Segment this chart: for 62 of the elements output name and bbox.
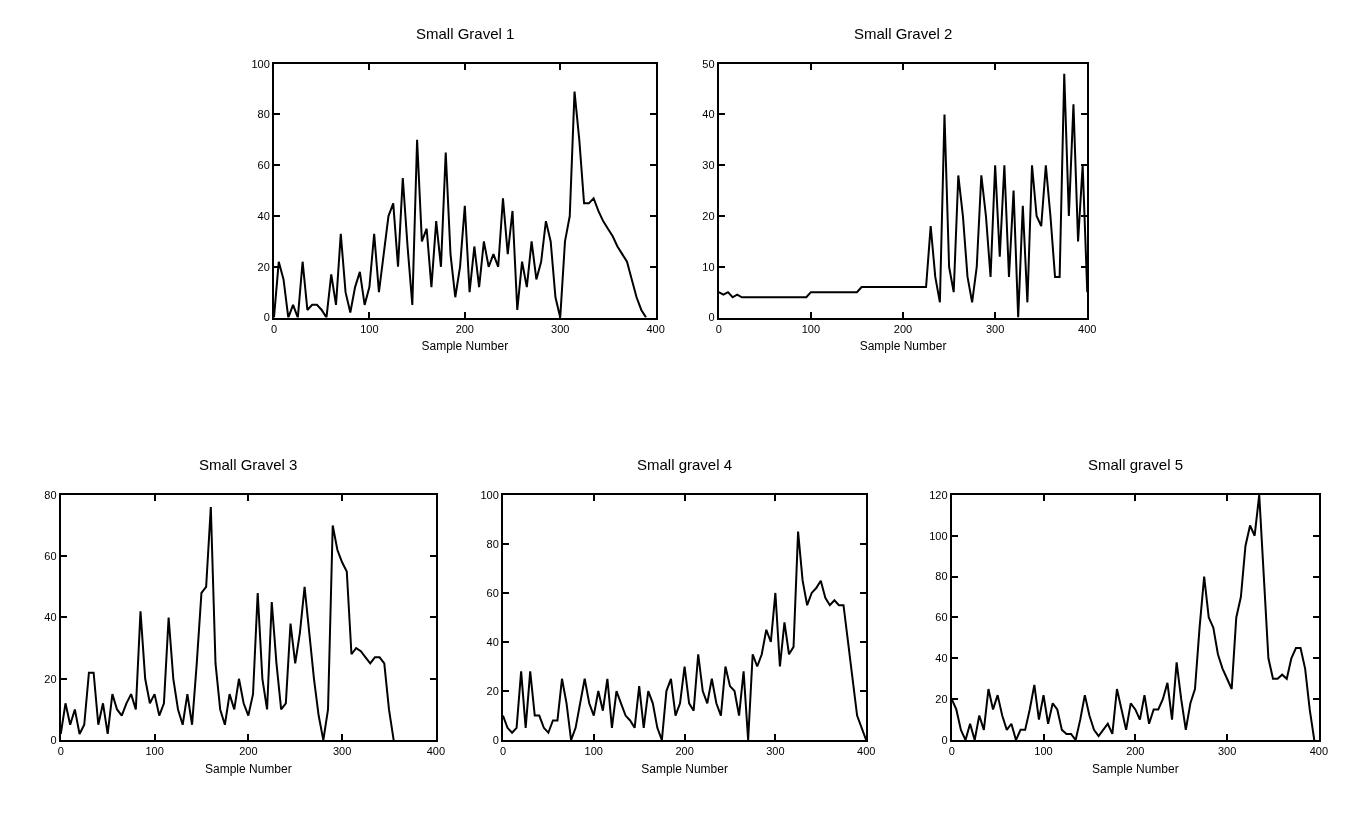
- y-tick-label: 40: [257, 209, 270, 222]
- y-tick-label: 80: [257, 108, 270, 121]
- chart-title: Small Gravel 1: [416, 25, 515, 42]
- x-axis-title: Sample Number: [204, 761, 292, 776]
- x-tick-label: 100: [1034, 745, 1053, 758]
- x-tick-label: 400: [646, 322, 665, 335]
- y-tick-label: 40: [702, 108, 715, 121]
- x-axis-title: Sample Number: [859, 339, 947, 354]
- x-tick-label: 100: [145, 745, 164, 758]
- x-tick-label: 200: [1126, 745, 1145, 758]
- x-tick-label: 300: [766, 745, 785, 758]
- y-tick-label: 100: [251, 57, 270, 70]
- x-tick-label: 300: [551, 322, 570, 335]
- x-tick-label: 100: [584, 745, 603, 758]
- y-tick-label: 40: [935, 652, 948, 665]
- x-tick-label: 0: [270, 322, 278, 335]
- y-tick-label: 50: [702, 57, 715, 70]
- y-tick-label: 100: [929, 529, 948, 542]
- x-tick-label: 300: [985, 322, 1005, 335]
- y-tick-label: 80: [935, 570, 948, 583]
- y-tick-label: 120: [929, 488, 948, 501]
- x-tick-label: 200: [675, 745, 694, 758]
- chart-title: Small Gravel 2: [854, 25, 953, 42]
- y-tick-label: 20: [702, 209, 715, 222]
- y-tick-label: 20: [935, 693, 948, 706]
- y-tick-label: 60: [257, 159, 270, 172]
- x-axis-title: Sample Number: [1091, 761, 1179, 776]
- chart-title: Small gravel 4: [637, 456, 733, 473]
- y-tick-label: 0: [263, 311, 270, 324]
- y-tick-label: 60: [44, 550, 57, 563]
- y-tick-label: 0: [50, 733, 57, 746]
- x-tick-label: 400: [857, 745, 876, 758]
- x-tick-label: 400: [426, 745, 446, 758]
- x-tick-label: 200: [893, 322, 913, 335]
- y-tick-label: 60: [486, 586, 499, 599]
- y-tick-label: 0: [708, 311, 715, 324]
- y-tick-label: 0: [941, 733, 948, 746]
- y-tick-label: 40: [44, 611, 57, 624]
- x-axis-title: Sample Number: [421, 339, 509, 354]
- x-tick-label: 100: [360, 322, 379, 335]
- y-tick-label: 40: [486, 635, 499, 648]
- y-tick-label: 0: [492, 733, 499, 746]
- x-tick-label: 300: [332, 745, 352, 758]
- x-axis-title: Sample Number: [641, 761, 728, 776]
- x-tick-label: 400: [1309, 745, 1329, 758]
- y-tick-label: 20: [486, 684, 499, 697]
- x-tick-label: 400: [1078, 322, 1097, 335]
- chart-title: Small gravel 5: [1088, 456, 1184, 473]
- y-tick-label: 10: [702, 260, 715, 273]
- y-tick-label: 80: [486, 537, 499, 550]
- y-tick-label: 20: [257, 260, 270, 273]
- x-tick-label: 100: [801, 322, 821, 335]
- y-tick-label: 30: [702, 159, 715, 172]
- x-tick-label: 200: [239, 745, 258, 758]
- x-tick-label: 0: [499, 745, 507, 758]
- chart-title: Small Gravel 3: [199, 456, 298, 473]
- y-tick-label: 60: [935, 611, 948, 624]
- x-tick-label: 200: [455, 322, 474, 335]
- y-tick-label: 100: [480, 488, 499, 501]
- y-tick-label: 20: [44, 672, 57, 685]
- y-tick-label: 80: [44, 488, 57, 501]
- x-tick-label: 300: [1217, 745, 1237, 758]
